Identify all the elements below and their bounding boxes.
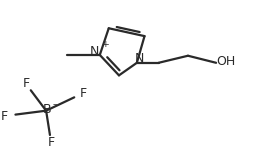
Text: F: F (80, 87, 87, 100)
Text: –: – (53, 100, 57, 109)
Text: OH: OH (217, 55, 236, 68)
Text: N: N (89, 45, 99, 57)
Text: F: F (48, 135, 55, 149)
Text: N: N (135, 52, 144, 65)
Text: B: B (43, 103, 52, 116)
Text: F: F (1, 110, 8, 123)
Text: +: + (101, 40, 109, 49)
Text: F: F (22, 77, 30, 90)
